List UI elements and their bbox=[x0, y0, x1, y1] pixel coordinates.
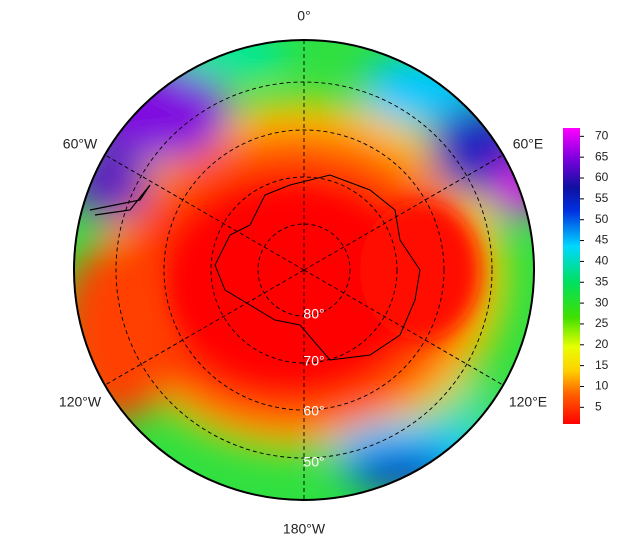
colorbar-tick-label: 35 bbox=[595, 274, 609, 288]
labels: 0° 60°E 120°E 180°W 120°W 60°W 80° 70° 60° 50° bbox=[59, 8, 547, 537]
graticule bbox=[73, 39, 535, 501]
longitude-label: 60°E bbox=[513, 136, 544, 152]
colorbar-ramp bbox=[563, 128, 580, 424]
longitude-label: 180°W bbox=[283, 521, 326, 537]
colorbar-tick-label: 50 bbox=[595, 212, 609, 226]
latitude-label: 50° bbox=[303, 454, 324, 470]
latitude-label: 80° bbox=[303, 306, 324, 322]
longitude-label: 120°W bbox=[59, 394, 102, 410]
colorbar-tick-label: 70 bbox=[595, 129, 609, 143]
colorbar-tick-label: 30 bbox=[595, 295, 609, 309]
colorbar-tick-label: 5 bbox=[595, 399, 602, 413]
longitude-label: 120°E bbox=[509, 394, 547, 410]
latitude-label: 60° bbox=[303, 403, 324, 419]
colorbar-tick-label: 10 bbox=[595, 379, 609, 393]
colorbar-tick-label: 15 bbox=[595, 358, 609, 372]
colorbar-tick-label: 65 bbox=[595, 149, 609, 163]
colorbar: 5 10 15 20 25 30 35 40 45 50 55 60 65 70 bbox=[563, 128, 609, 424]
colorbar-tick-label: 60 bbox=[595, 170, 609, 184]
colorbar-tick-label: 55 bbox=[595, 191, 609, 205]
colorbar-tick-label: 25 bbox=[595, 316, 609, 330]
latitude-label: 70° bbox=[303, 353, 324, 369]
colorbar-tick-label: 20 bbox=[595, 337, 609, 351]
longitude-label: 0° bbox=[297, 8, 310, 24]
colorbar-tick-label: 40 bbox=[595, 254, 609, 268]
colorbar-tick-label: 45 bbox=[595, 233, 609, 247]
longitude-label: 60°W bbox=[63, 136, 98, 152]
